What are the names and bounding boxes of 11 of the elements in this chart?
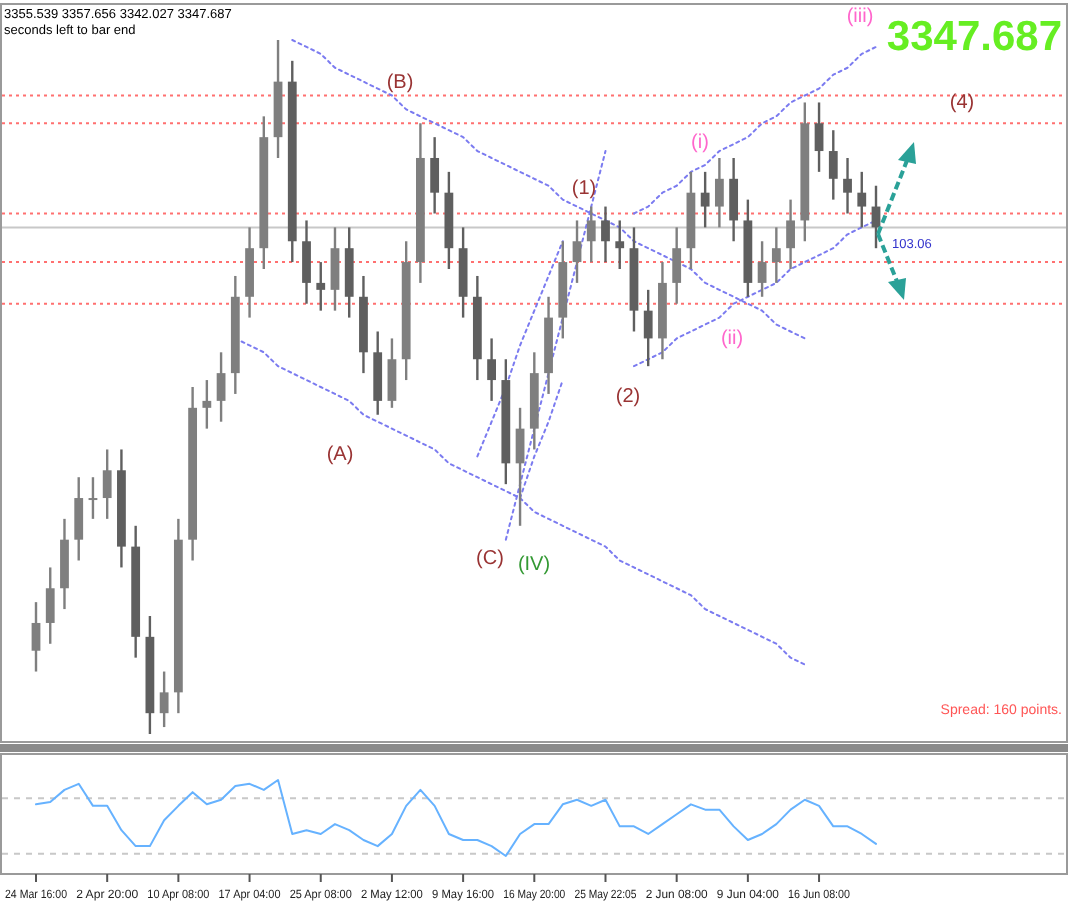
annotation: (2): [615, 386, 641, 408]
annotation: (i): [691, 132, 709, 154]
annotation: (ii): [720, 328, 744, 350]
text: (iii): [846, 6, 874, 28]
text: 3347.687: [886, 14, 1062, 60]
annotation: (A): [326, 444, 354, 466]
annotation: (IV): [517, 554, 551, 576]
annotation: (C): [476, 548, 504, 570]
annotation: (B): [386, 72, 414, 94]
text: (4): [949, 92, 975, 114]
annotation: (1): [571, 178, 597, 200]
